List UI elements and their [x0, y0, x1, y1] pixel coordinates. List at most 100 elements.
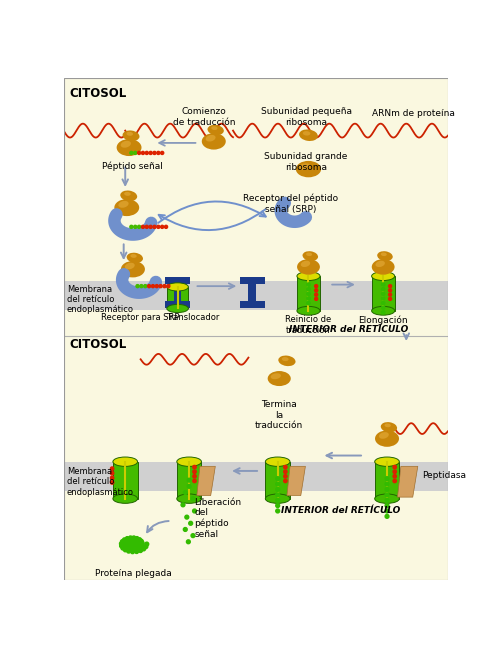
Circle shape [138, 538, 141, 542]
Circle shape [135, 540, 139, 544]
Circle shape [120, 544, 124, 548]
Circle shape [307, 288, 310, 291]
Circle shape [123, 548, 127, 552]
Circle shape [134, 544, 137, 548]
Text: Liberación
del
péptido
señal: Liberación del péptido señal [195, 498, 242, 539]
Circle shape [157, 151, 160, 155]
Circle shape [134, 226, 137, 228]
Circle shape [140, 543, 144, 546]
Circle shape [121, 546, 125, 550]
Circle shape [161, 226, 164, 228]
Circle shape [130, 544, 134, 548]
Circle shape [381, 306, 385, 310]
Circle shape [139, 544, 143, 548]
Circle shape [130, 539, 134, 542]
Circle shape [130, 541, 134, 545]
Circle shape [131, 541, 134, 545]
Circle shape [139, 539, 143, 543]
Circle shape [381, 283, 385, 286]
Ellipse shape [301, 261, 310, 267]
Ellipse shape [118, 201, 129, 208]
Circle shape [140, 541, 144, 545]
Circle shape [124, 544, 128, 548]
Bar [167, 287, 188, 308]
Ellipse shape [117, 139, 142, 156]
Ellipse shape [297, 272, 320, 280]
Circle shape [125, 537, 129, 541]
Polygon shape [197, 466, 215, 496]
Circle shape [131, 544, 135, 548]
Circle shape [315, 285, 318, 288]
Ellipse shape [123, 130, 140, 141]
Circle shape [144, 285, 147, 288]
Text: INTERIOR del RETÍCULO: INTERIOR del RETÍCULO [289, 325, 408, 334]
Ellipse shape [297, 259, 320, 274]
Circle shape [132, 536, 136, 540]
Circle shape [307, 283, 310, 286]
Circle shape [393, 479, 396, 482]
Circle shape [189, 522, 193, 526]
Circle shape [191, 534, 195, 537]
Circle shape [284, 475, 287, 478]
Circle shape [187, 484, 191, 488]
Ellipse shape [296, 161, 321, 177]
Bar [113, 462, 138, 499]
Ellipse shape [379, 432, 389, 439]
Bar [265, 462, 290, 499]
Circle shape [385, 509, 389, 513]
Bar [297, 276, 320, 311]
Ellipse shape [375, 457, 399, 466]
Circle shape [276, 503, 279, 507]
Bar [64, 462, 448, 491]
Circle shape [381, 310, 385, 314]
Circle shape [129, 542, 133, 545]
Ellipse shape [177, 494, 202, 503]
Circle shape [131, 541, 135, 545]
Polygon shape [398, 466, 418, 497]
Ellipse shape [377, 251, 393, 261]
Ellipse shape [167, 283, 188, 291]
Ellipse shape [113, 494, 138, 503]
Circle shape [276, 509, 279, 513]
Circle shape [163, 285, 166, 288]
Circle shape [389, 297, 392, 301]
Circle shape [129, 536, 132, 540]
Circle shape [141, 151, 145, 155]
Circle shape [161, 151, 164, 155]
Circle shape [110, 471, 114, 475]
Text: CITOSOL: CITOSOL [70, 87, 127, 100]
Circle shape [128, 539, 132, 542]
Ellipse shape [121, 261, 145, 277]
Text: ARNm de proteína: ARNm de proteína [372, 109, 455, 118]
Circle shape [126, 545, 130, 549]
Circle shape [145, 542, 149, 546]
Circle shape [129, 542, 133, 546]
Circle shape [128, 546, 131, 550]
Circle shape [153, 151, 156, 155]
Circle shape [130, 226, 133, 228]
Circle shape [155, 285, 158, 288]
Circle shape [276, 493, 279, 497]
Circle shape [129, 542, 133, 546]
Circle shape [385, 503, 389, 507]
Text: Receptor del péptido
señal (SRP): Receptor del péptido señal (SRP) [243, 194, 338, 214]
Circle shape [307, 301, 310, 304]
Circle shape [124, 542, 128, 546]
Circle shape [145, 226, 148, 228]
Circle shape [315, 293, 318, 296]
Ellipse shape [130, 254, 137, 258]
Ellipse shape [299, 163, 310, 170]
Circle shape [135, 544, 138, 547]
Circle shape [139, 548, 142, 552]
Circle shape [148, 285, 151, 288]
Text: Receptor para SRP: Receptor para SRP [101, 313, 180, 322]
Ellipse shape [120, 190, 137, 201]
Text: Comienzo
de traducción: Comienzo de traducción [173, 108, 235, 127]
Circle shape [142, 547, 146, 551]
Circle shape [187, 540, 190, 544]
Bar [165, 277, 190, 284]
Circle shape [159, 285, 162, 288]
Circle shape [134, 151, 137, 155]
Circle shape [191, 497, 195, 501]
Circle shape [157, 226, 160, 228]
